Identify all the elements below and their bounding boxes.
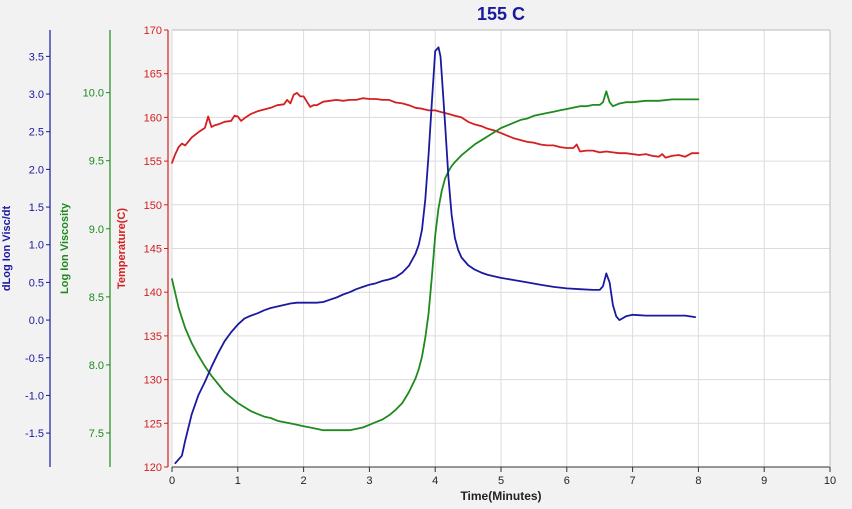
x-tick-label: 9 <box>761 475 767 487</box>
logvisc-series-line <box>171 90 700 432</box>
temp-tick-label: 120 <box>144 462 162 474</box>
logvisc-tick-label: 7.5 <box>89 428 104 440</box>
temp-tick-label: 125 <box>144 418 162 430</box>
x-axis-label: Time(Minutes) <box>460 489 541 503</box>
temp-tick-label: 130 <box>144 375 162 387</box>
x-tick-label: 5 <box>498 475 504 487</box>
temp-tick-label: 150 <box>144 200 162 212</box>
x-tick-label: 10 <box>824 475 836 487</box>
dlog-tick-label: 3.5 <box>29 51 44 63</box>
logvisc-tick-label: 8.5 <box>89 292 104 304</box>
dlog-tick-label: 0.0 <box>29 315 44 327</box>
logvisc-tick-label: 9.0 <box>89 224 104 236</box>
dlog-tick-label: -1.5 <box>25 428 44 440</box>
logvisc-tick-label: 10.0 <box>83 88 104 100</box>
dlog-series-line <box>174 46 696 465</box>
dlog-tick-label: 2.0 <box>29 164 44 176</box>
temp-tick-label: 160 <box>144 112 162 124</box>
temp-tick-label: 165 <box>144 69 162 81</box>
x-tick-label: 6 <box>564 475 570 487</box>
temp-tick-label: 135 <box>144 331 162 343</box>
logvisc-tick-label: 9.5 <box>89 156 104 168</box>
x-tick-label: 2 <box>301 475 307 487</box>
dlog-tick-label: 2.5 <box>29 127 44 139</box>
dlog-axis-label: dLog Ion Visc/dt <box>1 205 13 291</box>
temp-series-line <box>171 92 700 164</box>
x-tick-label: 7 <box>630 475 636 487</box>
x-tick-label: 4 <box>432 475 438 487</box>
chart-title: 155 C <box>477 4 525 24</box>
x-tick-label: 8 <box>695 475 701 487</box>
logvisc-tick-label: 8.0 <box>89 360 104 372</box>
temp-axis-label: Temperature(C) <box>116 208 128 289</box>
temp-tick-label: 140 <box>144 287 162 299</box>
series-group <box>171 46 700 465</box>
axes: 0 1 2 3 4 5 6 7 8 9 10 -1.5 -1.0 -0.5 0.0 0.5 1.0 1.5 2.0 2… <box>1 25 836 487</box>
dlog-tick-label: 1.5 <box>29 202 44 214</box>
dlog-tick-label: 3.0 <box>29 89 44 101</box>
dlog-tick-label: 1.0 <box>29 240 44 252</box>
temp-tick-label: 170 <box>144 25 162 37</box>
temp-tick-label: 145 <box>144 244 162 256</box>
temp-tick-label: 155 <box>144 156 162 168</box>
x-tick-label: 0 <box>169 475 175 487</box>
dlog-tick-label: 0.5 <box>29 277 44 289</box>
x-tick-label: 3 <box>366 475 372 487</box>
logvisc-axis-label: Log Ion Viscosity <box>59 202 71 294</box>
dlog-tick-label: -0.5 <box>25 353 44 365</box>
dlog-tick-label: -1.0 <box>25 390 44 402</box>
x-tick-label: 1 <box>235 475 241 487</box>
